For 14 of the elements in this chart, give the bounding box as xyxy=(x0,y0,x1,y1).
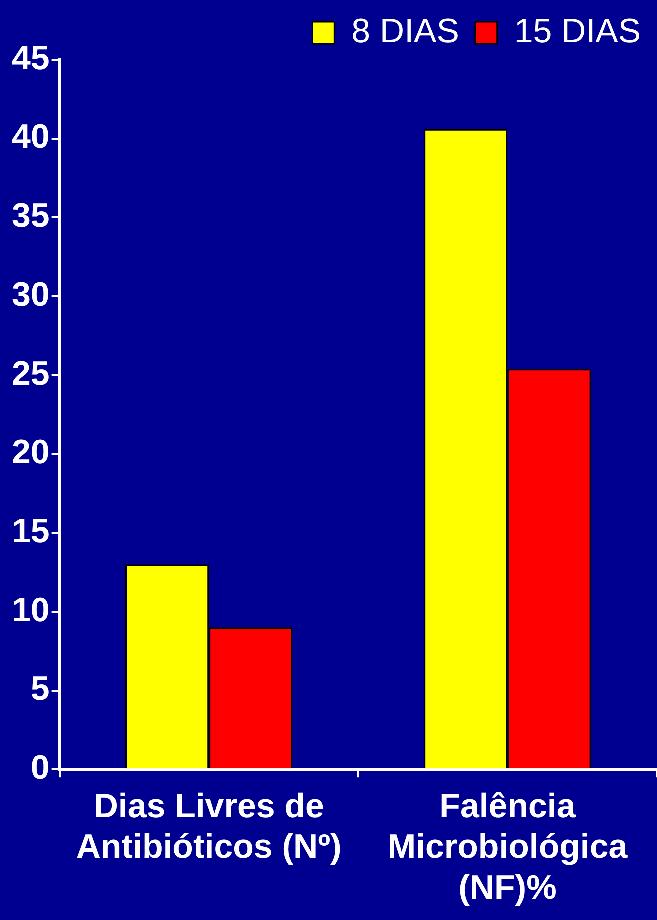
y-tick-label: 15 xyxy=(12,512,50,550)
legend-label: 8 DIAS xyxy=(352,12,460,50)
y-tick-label: 0 xyxy=(30,748,50,787)
y-tick-label: 5 xyxy=(30,670,50,708)
y-tick-label: 35 xyxy=(12,197,50,236)
y-tick-label: 20 xyxy=(12,434,50,472)
y-tick-label: 10 xyxy=(12,591,50,630)
y-tick-label: 25 xyxy=(12,354,50,393)
y-tick-label: 40 xyxy=(12,118,50,156)
y-tick-label: 30 xyxy=(12,276,50,314)
legend-label: 15 DIAS xyxy=(514,12,642,50)
x-tick-label: Dias Livres de Antibióticos (Nº) xyxy=(76,787,342,866)
y-tick-label: 45 xyxy=(12,39,50,78)
x-tick-label: Falência Microbiológica (NF)% xyxy=(388,787,629,907)
